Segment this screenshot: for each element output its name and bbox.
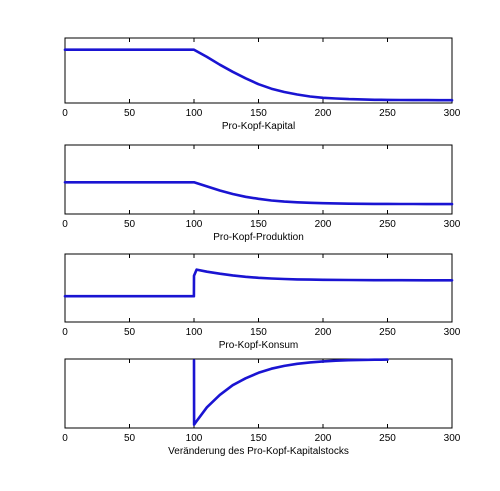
x-tick-label: 0 (62, 219, 68, 230)
x-tick-label: 150 (250, 219, 267, 230)
x-axis-label: Pro-Kopf-Konsum (219, 340, 298, 351)
x-tick-label: 0 (62, 327, 68, 338)
x-tick-label: 50 (124, 108, 136, 119)
series-line-1 (63, 48, 454, 102)
x-tick-label: 50 (124, 219, 136, 230)
x-tick-label: 300 (444, 327, 461, 338)
x-tick-label: 200 (315, 108, 332, 119)
x-tick-label: 250 (379, 108, 396, 119)
series-line-1 (63, 268, 454, 298)
x-tick-label: 200 (315, 433, 332, 444)
x-tick-label: 250 (379, 219, 396, 230)
series-line-1 (192, 358, 389, 426)
x-tick-label: 200 (315, 327, 332, 338)
x-tick-label: 50 (124, 327, 136, 338)
x-tick-label: 100 (186, 327, 203, 338)
series-line-1 (63, 181, 454, 206)
x-tick-label: 50 (124, 433, 136, 444)
plot-frame (64, 253, 453, 323)
x-tick-label: 200 (315, 219, 332, 230)
plot-frame (64, 144, 453, 215)
x-tick-label: 150 (250, 327, 267, 338)
x-axis-label: Veränderung des Pro-Kopf-Kapitalstocks (168, 446, 349, 457)
x-tick-label: 150 (250, 433, 267, 444)
x-tick-label: 300 (444, 433, 461, 444)
x-tick-label: 250 (379, 327, 396, 338)
chart-panel-2: 0 50 100 150 200 250 300 Pro-Kopf-Produktion (62, 144, 461, 243)
plot-frame (64, 358, 453, 429)
x-tick-label: 100 (186, 108, 203, 119)
x-tick-label: 300 (444, 219, 461, 230)
x-tick-label: 250 (379, 433, 396, 444)
x-tick-label: 300 (444, 108, 461, 119)
chart-panel-1: 0 50 100 150 200 250 300 Pro-Kopf-Kapital (62, 37, 461, 132)
x-tick-label: 100 (186, 219, 203, 230)
chart-panel-3: 0 50 100 150 200 250 300 Pro-Kopf-Konsum (62, 253, 461, 351)
chart-panel-4: 0 50 100 150 200 250 300 Veränderung des Pro-Ko… (62, 358, 461, 457)
plot-frame (64, 37, 453, 104)
x-axis-label: Pro-Kopf-Kapital (222, 121, 295, 132)
x-tick-label: 0 (62, 108, 68, 119)
x-tick-label: 150 (250, 108, 267, 119)
x-tick-label: 0 (62, 433, 68, 444)
x-tick-label: 100 (186, 433, 203, 444)
x-axis-label: Pro-Kopf-Produktion (213, 232, 304, 243)
